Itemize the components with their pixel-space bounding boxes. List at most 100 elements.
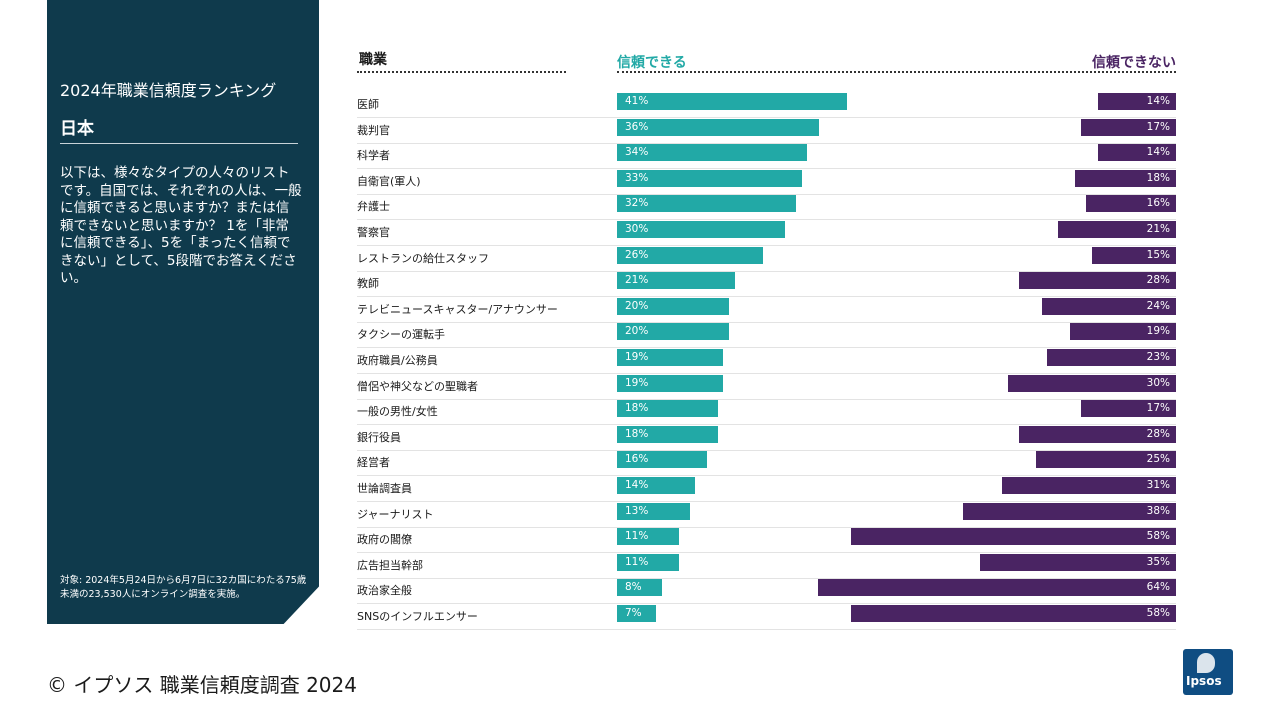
distrust-bar <box>1097 93 1176 110</box>
occupation-label: 銀行役員 <box>357 430 401 444</box>
distrust-value: 15% <box>1146 248 1170 261</box>
distrust-bar <box>851 528 1176 546</box>
distrust-value: 18% <box>1146 171 1170 184</box>
trust-value: 33% <box>625 171 649 184</box>
chart-row: 医師 41% 14% <box>357 92 1176 118</box>
occupation-label: テレビニュースキャスター/アナウンサー <box>357 302 558 316</box>
chart-row: タクシーの運転手 20% 19% <box>357 322 1176 349</box>
chart-row: 一般の男性/女性 18% 17% <box>357 399 1176 426</box>
occupation-label: 広告担当幹部 <box>357 558 423 572</box>
divider <box>60 143 298 144</box>
trust-bar <box>617 579 662 597</box>
trust-bar <box>617 323 729 341</box>
distrust-value: 25% <box>1146 453 1170 466</box>
distrust-bar <box>963 502 1176 520</box>
distrust-bar <box>1019 425 1176 443</box>
trust-bar <box>617 349 724 366</box>
occupation-label: 医師 <box>357 98 379 111</box>
trust-value: 21% <box>625 274 649 287</box>
trust-value: 19% <box>625 351 649 363</box>
chart-row: 警察官 30% 21% <box>357 220 1176 246</box>
chart-row: 政府の閣僚 11% 58% <box>357 527 1176 554</box>
trust-value: 14% <box>625 479 649 491</box>
distrust-bar <box>1069 323 1176 341</box>
occupation-label: 政府の閣僚 <box>357 533 412 547</box>
distrust-bar <box>1080 400 1176 418</box>
trust-value: 16% <box>625 453 649 466</box>
distrust-bar <box>1047 349 1176 366</box>
trust-bar <box>617 93 847 110</box>
occupation-label: 自衛官(軍人) <box>357 174 421 188</box>
trust-value: 26% <box>625 248 649 261</box>
distrust-value: 30% <box>1146 376 1170 389</box>
distrust-bar <box>1092 246 1176 264</box>
distrust-value: 23% <box>1146 351 1170 363</box>
trust-bar <box>617 195 797 213</box>
trust-bar <box>617 605 657 622</box>
chart-row: 経営者 16% 25% <box>357 450 1176 477</box>
distrust-bar <box>1086 195 1176 213</box>
distrust-value: 28% <box>1146 274 1170 287</box>
trust-bar <box>617 374 724 392</box>
chart-row: 銀行役員 18% 28% <box>357 425 1176 451</box>
occupation-label: 僧侶や神父などの聖職者 <box>357 379 478 393</box>
logo-text: Ipsos <box>1186 674 1222 688</box>
chart-row: SNSのインフルエンサー 7% 58% <box>357 604 1176 630</box>
trust-bar <box>617 425 718 443</box>
trust-value: 34% <box>625 146 649 159</box>
chart-row: 僧侶や神父などの聖職者 19% 30% <box>357 374 1176 400</box>
distrust-value: 17% <box>1146 120 1170 133</box>
country-label: 日本 <box>60 119 94 139</box>
trust-value: 20% <box>625 299 649 312</box>
distrust-value: 31% <box>1146 479 1170 491</box>
trust-bar <box>617 553 679 571</box>
chart-row: 弁護士 32% 16% <box>357 194 1176 221</box>
trust-value: 13% <box>625 504 649 517</box>
trust-bar <box>617 502 690 520</box>
trust-value: 11% <box>625 530 649 543</box>
copyright: © イプソス 職業信頼度調査 2024 <box>47 673 357 697</box>
distrust-bar <box>1019 272 1176 290</box>
trust-bar <box>617 451 707 469</box>
distrust-bar <box>1002 477 1176 494</box>
occupation-label: 世論調査員 <box>357 482 412 495</box>
chart-row: 世論調査員 14% 31% <box>357 476 1176 502</box>
trust-legend: 信頼できる <box>617 55 687 71</box>
trust-value: 30% <box>625 223 649 235</box>
chart-row: 裁判官 36% 17% <box>357 118 1176 144</box>
distrust-bar <box>817 579 1176 597</box>
trust-bar <box>617 118 819 136</box>
occupation-label: 科学者 <box>357 149 390 163</box>
chart-row: テレビニュースキャスター/アナウンサー 20% 24% <box>357 297 1176 323</box>
distrust-value: 19% <box>1146 325 1170 338</box>
trust-bar <box>617 221 785 238</box>
chart-row: 広告担当幹部 11% 35% <box>357 553 1176 579</box>
trust-bar <box>617 246 763 264</box>
occupation-label: 教師 <box>357 277 379 291</box>
trust-value: 36% <box>625 120 649 133</box>
trust-value: 41% <box>625 95 649 107</box>
distrust-bar <box>1008 374 1176 392</box>
occupation-label: 裁判官 <box>357 123 390 137</box>
trust-bar <box>617 144 808 162</box>
occupation-label: レストランの給仕スタッフ <box>357 251 489 265</box>
occupation-label: 政治家全般 <box>357 584 412 598</box>
trust-bar <box>617 528 679 546</box>
occupation-label: タクシーの運転手 <box>357 328 445 342</box>
distrust-value: 17% <box>1146 402 1170 415</box>
occupation-label: 警察官 <box>357 226 390 239</box>
distrust-value: 38% <box>1146 504 1170 517</box>
side-panel: 2024年職業信頼度ランキング 日本 以下は、様々なタイプの人々のリストです。自… <box>47 0 319 624</box>
ipsos-logo: Ipsos <box>1183 649 1233 695</box>
chart-row: 自衛官(軍人) 33% 18% <box>357 169 1176 195</box>
occupation-header: 職業 <box>359 52 387 68</box>
chart-row: 政治家全般 8% 64% <box>357 578 1176 605</box>
occupation-label: 政府職員/公務員 <box>357 354 438 367</box>
trust-bar <box>617 169 802 187</box>
trust-value: 18% <box>625 402 649 415</box>
trust-value: 20% <box>625 325 649 338</box>
occupation-label: 一般の男性/女性 <box>357 405 438 419</box>
distrust-bar <box>1080 118 1176 136</box>
occupation-label: 経営者 <box>357 456 390 470</box>
distrust-bar <box>1075 169 1176 187</box>
